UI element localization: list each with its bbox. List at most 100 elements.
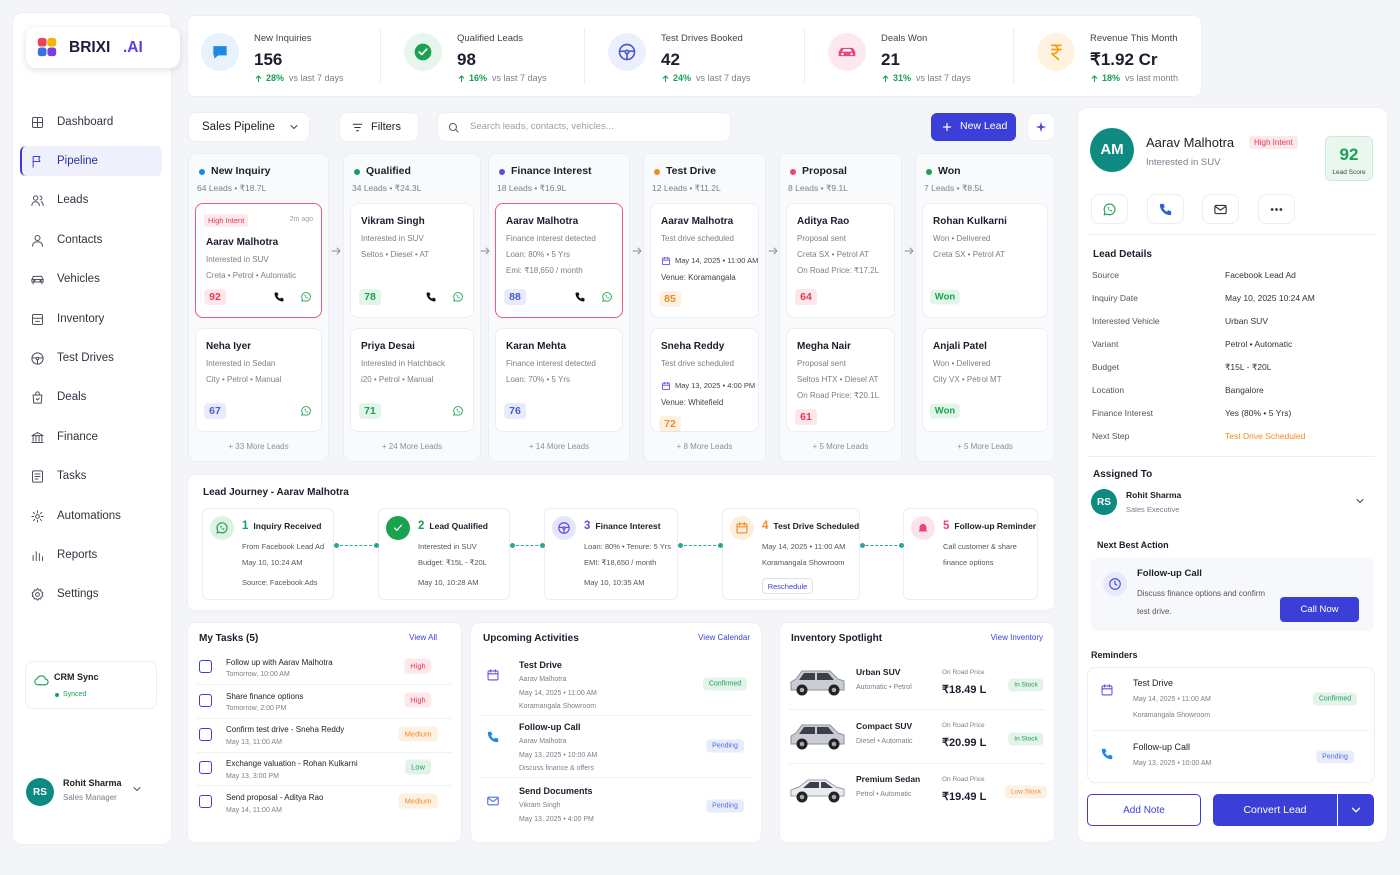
filters-button[interactable] xyxy=(339,112,419,142)
nav-item[interactable]: Finance xyxy=(57,430,98,443)
task-checkbox[interactable] xyxy=(199,761,212,775)
lead-subtitle: Interested in SUV xyxy=(1146,156,1221,168)
card-name: Aarav Malhotra xyxy=(506,215,579,227)
stats-bar xyxy=(187,15,1202,97)
more-leads[interactable]: + 5 More Leads xyxy=(812,441,869,451)
step-line: Source: Facebook Ads xyxy=(242,578,318,588)
detail-value: Petrol • Automatic xyxy=(1225,339,1293,350)
lead-card[interactable]: Priya Desai Interested in Hatchback i20 • … xyxy=(350,328,474,432)
stat-change: 24% xyxy=(673,73,692,83)
icon-part xyxy=(30,509,44,523)
nav-item[interactable]: Vehicles xyxy=(57,273,100,286)
card-venue: Venue: Whitefield xyxy=(661,397,724,407)
reminder-line: Koramangala Showroom xyxy=(1133,712,1211,720)
tasks-link[interactable]: View All xyxy=(409,632,437,642)
card-name: Sneha Reddy xyxy=(661,340,725,352)
card-line: On Road Price: ₹20.1L xyxy=(797,390,880,400)
lead-card[interactable]: Megha Nair Proposal sent Seltos HTX • Dies… xyxy=(786,328,895,432)
stat-change: 18% xyxy=(1102,73,1121,83)
activity-line: Aarav Malhotra xyxy=(519,676,567,684)
nav-item[interactable]: Automations xyxy=(57,509,121,522)
icon xyxy=(32,391,42,404)
more-leads[interactable]: + 14 More Leads xyxy=(528,441,590,451)
step-line: Budget: ₹15L - ₹20L xyxy=(418,558,487,568)
icon xyxy=(487,731,499,743)
icon-part xyxy=(1101,684,1113,690)
inventory-link[interactable]: View Inventory xyxy=(990,632,1043,642)
icon-part xyxy=(575,292,585,302)
detail-key: Finance Interest xyxy=(1092,408,1153,419)
lead-name: Aarav Malhotra xyxy=(1146,134,1235,150)
task-checkbox[interactable] xyxy=(199,660,212,673)
activities-link[interactable]: View Calendar xyxy=(698,632,750,642)
nav-item[interactable]: Pipeline xyxy=(57,154,98,167)
step-title: Test Drive Scheduled xyxy=(773,521,860,531)
lead-card[interactable]: Sneha Reddy Test drive scheduled May 13, 2… xyxy=(650,328,759,432)
task-checkbox[interactable] xyxy=(199,727,212,741)
nav-item[interactable]: Settings xyxy=(57,588,99,601)
nav-item[interactable]: Deals xyxy=(57,391,87,404)
call-now-button[interactable]: Call Now xyxy=(1280,597,1359,622)
icon-part xyxy=(1270,207,1273,211)
car-part xyxy=(799,794,805,800)
nav-item[interactable]: Reports xyxy=(57,548,98,561)
icon xyxy=(602,292,612,302)
convert-lead-button[interactable]: Convert Lead xyxy=(1213,794,1337,826)
action-button[interactable] xyxy=(1091,194,1128,224)
convert-menu-button[interactable] xyxy=(1338,794,1374,826)
lead-card[interactable]: Anjali Patel Won • Delivered City VX • Pet… xyxy=(922,328,1048,432)
nav-item[interactable]: Tasks xyxy=(57,470,87,483)
icon xyxy=(480,247,489,255)
icon-part xyxy=(602,292,612,302)
more-leads[interactable]: + 33 More Leads xyxy=(228,441,289,451)
step-title: Follow-up Reminder xyxy=(954,521,1037,531)
nav-item[interactable]: Inventory xyxy=(57,312,105,325)
lead-card[interactable]: High Intent 2m ago Aarav Malhotra Intereste… xyxy=(195,203,322,318)
icon xyxy=(487,669,499,681)
nav-item[interactable]: Dashboard xyxy=(57,115,114,128)
nav-item[interactable]: Contacts xyxy=(57,233,103,246)
icon-bg xyxy=(1037,33,1075,71)
lead-card[interactable]: Vikram Singh Interested in SUV Seltos • Di… xyxy=(350,203,474,318)
sidebar xyxy=(12,12,172,845)
icon-part xyxy=(842,49,852,52)
journey-connector xyxy=(335,545,377,546)
connector-dot xyxy=(677,543,683,548)
nav-item[interactable]: Leads xyxy=(57,194,89,207)
icon-part xyxy=(32,155,40,168)
task-priority: Low xyxy=(405,759,431,775)
step-button[interactable]: Reschedule xyxy=(762,578,813,594)
lead-card[interactable]: Rohan Kulkarni Won • Delivered Creta SX • … xyxy=(922,203,1048,318)
add-note-button[interactable]: Add Note xyxy=(1087,794,1201,826)
car-image xyxy=(790,779,845,803)
action-button[interactable] xyxy=(1146,194,1184,224)
reminder-line: May 14, 2025 • 11:00 AM xyxy=(1133,696,1211,704)
nav-item[interactable]: Test Drives xyxy=(57,351,114,364)
more-leads[interactable]: + 5 More Leads xyxy=(957,441,1013,451)
icon-part xyxy=(30,195,44,207)
icon-part xyxy=(850,52,853,56)
lead-card[interactable]: Aarav Malhotra Finance interest detected L… xyxy=(495,203,623,318)
more-leads[interactable]: + 24 More Leads xyxy=(381,441,443,451)
lead-card[interactable]: Aarav Malhotra Test drive scheduled May 14… xyxy=(650,203,759,318)
more-leads[interactable]: + 8 More Leads xyxy=(676,441,733,451)
journey-step xyxy=(903,508,1038,600)
icon-part xyxy=(1214,204,1227,214)
divider xyxy=(788,709,1045,710)
icon xyxy=(414,43,432,61)
lead-card[interactable]: Neha Iyer Interested in Sedan City • Petro… xyxy=(195,328,322,432)
card-name: Aarav Malhotra xyxy=(661,215,734,227)
step-line: finance options xyxy=(943,558,994,568)
lead-card[interactable]: Karan Mehta Finance interest detected Loan… xyxy=(495,328,623,432)
pipeline-select[interactable]: Sales Pipeline xyxy=(188,112,310,142)
task-checkbox[interactable] xyxy=(199,693,212,707)
detail-key: Variant xyxy=(1092,339,1119,350)
search-box[interactable] xyxy=(437,112,731,142)
icon xyxy=(1103,202,1116,215)
card-line: Won • Delivered xyxy=(933,233,991,243)
detail-key: Source xyxy=(1092,270,1119,281)
task-checkbox[interactable] xyxy=(199,795,212,809)
divider xyxy=(197,751,452,753)
lead-card[interactable]: Aditya Rao Proposal sent Creta SX • Petrol… xyxy=(786,203,895,318)
step-heading: 2 Lead Qualified xyxy=(418,520,488,532)
